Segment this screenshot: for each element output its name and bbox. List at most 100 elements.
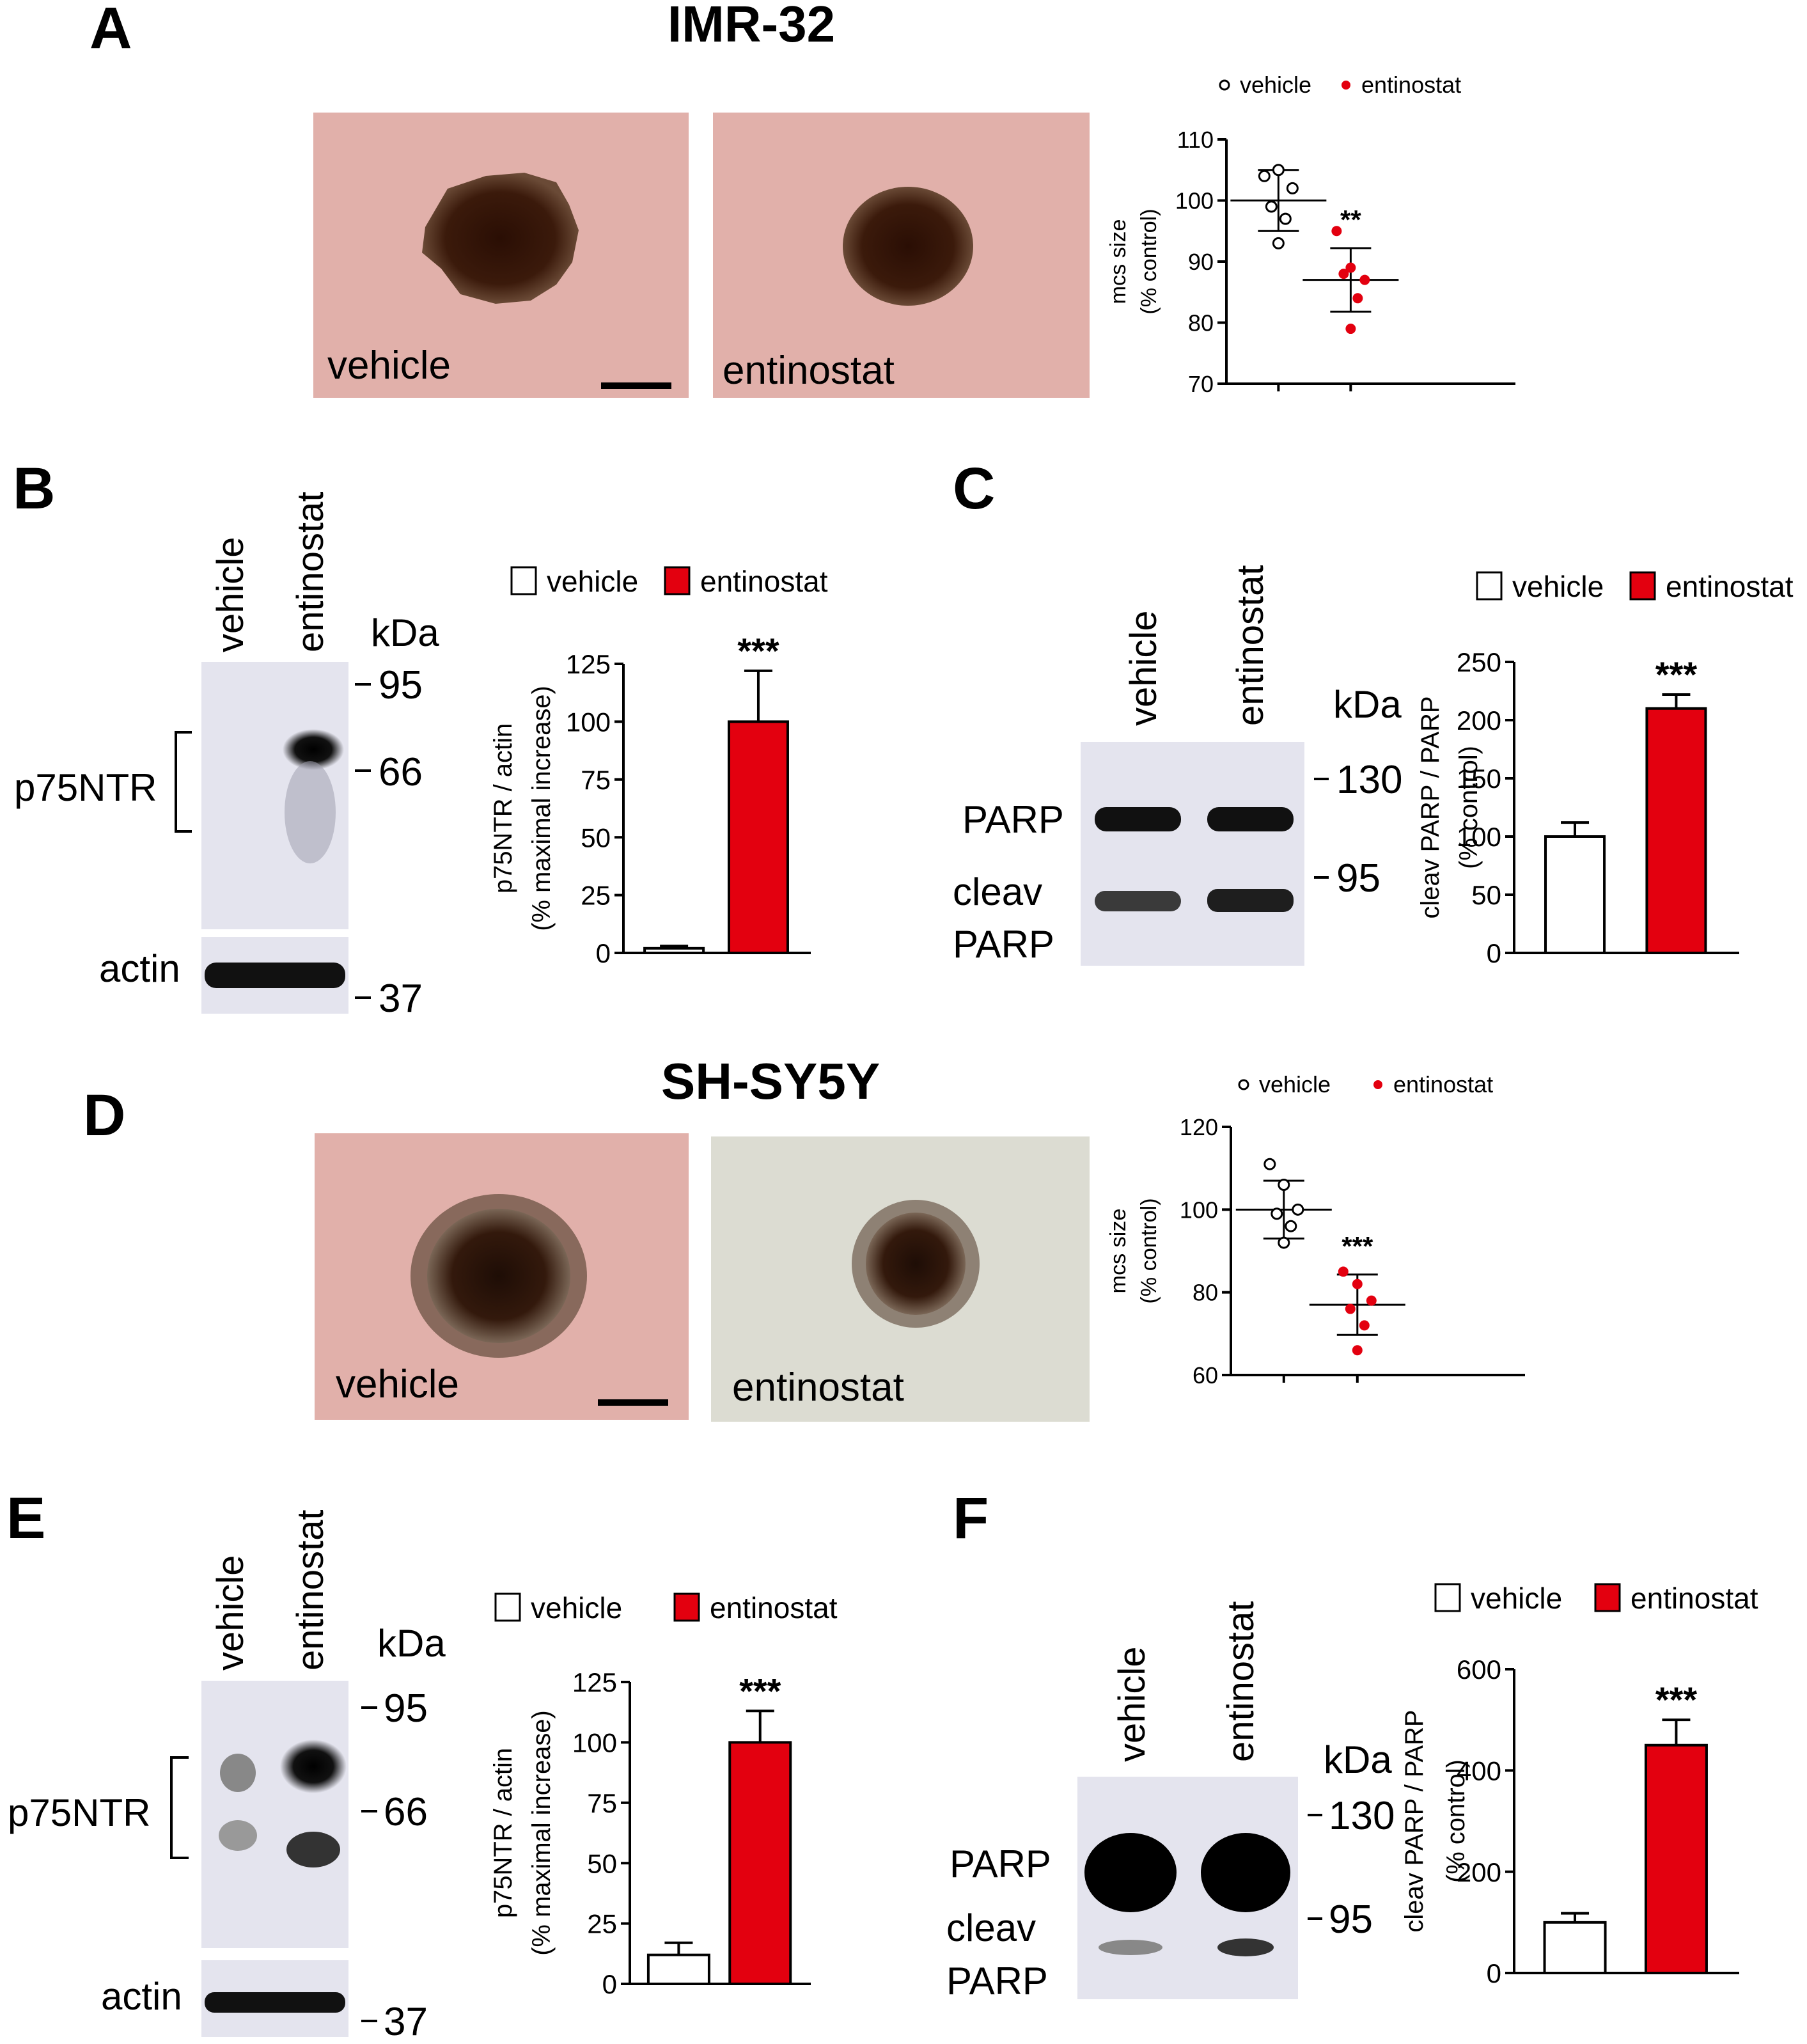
y-tick-label: 110 [1177, 127, 1214, 153]
y-axis-label: (% maximal increase) [528, 686, 556, 931]
y-tick-label: 75 [581, 765, 611, 795]
kda-label: kDa [1324, 1738, 1392, 1781]
band-label-cleav-parp: PARP [946, 1960, 1048, 2002]
panel-d: D SH-SY5Y vehicle entinostat 60 80 100 120 m… [83, 1053, 1525, 1422]
legend-label-vehicle: vehicle [1512, 570, 1604, 603]
legend-label-entinostat: entinostat [700, 565, 828, 598]
chart-a-scatter: 70 80 90 100 110 mcs size (% control) vehicle en… [1106, 72, 1515, 397]
legend-swatch-entinostat [1594, 1583, 1621, 1612]
chart-f-bar: 0 200 400 600 cleav PARP / PARP (% control) ve… [1400, 1582, 1758, 1988]
bar-entinostat [728, 1741, 792, 1985]
y-tick-label: 200 [1457, 705, 1501, 735]
band-label-actin: actin [99, 947, 180, 990]
data-point-entinostat [1345, 262, 1356, 273]
blot-actin [201, 937, 348, 1014]
y-tick-label: 0 [1487, 938, 1501, 968]
photo-label: vehicle [336, 1362, 459, 1406]
marker-66: 66 [379, 750, 423, 794]
y-tick-label: 120 [1180, 1114, 1218, 1140]
actin-band [205, 1992, 345, 2013]
legend-marker-vehicle [1219, 79, 1230, 91]
y-tick-label: 0 [602, 1969, 617, 1999]
lane-label-entinostat: entinostat [1230, 565, 1271, 726]
data-point-vehicle [1258, 169, 1271, 182]
blot-parp [1077, 1777, 1298, 1999]
lane-label-entinostat: entinostat [290, 1509, 331, 1671]
band-label-cleav: cleav [946, 1906, 1036, 1949]
legend-swatch-vehicle [1434, 1583, 1461, 1612]
panel-d-cell-line-title: SH-SY5Y [661, 1053, 880, 1110]
panel-f-letter: F [953, 1486, 989, 1551]
significance-label: *** [1655, 654, 1698, 695]
data-point-vehicle [1272, 237, 1285, 249]
spheroid [422, 173, 579, 304]
spheroid [843, 187, 973, 306]
legend-swatch-vehicle [510, 566, 537, 595]
photo-label: entinostat [723, 349, 895, 393]
data-point-vehicle [1278, 1236, 1290, 1249]
data-point-entinostat [1345, 324, 1356, 334]
panel-f: F vehicle entinostat kDa 130 95 PARP cle… [946, 1486, 1758, 2002]
data-point-entinostat [1352, 293, 1363, 304]
y-tick-label: 80 [1193, 1280, 1218, 1306]
y-tick-label: 0 [596, 938, 611, 968]
y-tick-label: 70 [1188, 371, 1214, 397]
marker-130: 130 [1329, 1794, 1395, 1838]
chart-c-bar: 0 50 100 150 200 250 cleav PARP / PARP (% contr… [1416, 570, 1794, 968]
lane-label-vehicle: vehicle [1111, 1646, 1153, 1762]
lane-label-vehicle: vehicle [210, 537, 251, 652]
legend-label-entinostat: entinostat [1631, 1582, 1758, 1615]
band-label-actin: actin [101, 1975, 182, 2018]
legend-label-vehicle: vehicle [547, 565, 638, 598]
band-label-p75ntr: p75NTR [14, 766, 157, 809]
blot-actin [201, 1960, 348, 2037]
lane-label-vehicle: vehicle [1123, 610, 1164, 726]
data-point-entinostat [1338, 1266, 1349, 1277]
panel-d-letter: D [83, 1083, 125, 1148]
y-tick-label: 90 [1188, 249, 1214, 275]
p75ntr-lower-band-vehicle [219, 1820, 257, 1851]
cleaved-parp-band [1207, 889, 1294, 912]
panel-d-vehicle-photo: vehicle [315, 1133, 689, 1420]
legend-label-entinostat: entinostat [1361, 72, 1461, 98]
p75ntr-band [280, 1740, 347, 1793]
marker-37: 37 [379, 977, 423, 1021]
y-tick-label: 60 [1193, 1362, 1218, 1388]
legend-swatch-entinostat [673, 1592, 700, 1622]
bracket [170, 1756, 189, 1859]
legend-label-vehicle: vehicle [1259, 1071, 1331, 1097]
y-axis-label: (% control) [1455, 746, 1483, 869]
legend-label-vehicle: vehicle [1240, 72, 1311, 98]
legend-label-vehicle: vehicle [1471, 1582, 1562, 1615]
parp-band [1095, 807, 1181, 831]
lane-label-entinostat: entinostat [290, 491, 331, 652]
y-axis-label: (% control) [1442, 1759, 1470, 1883]
band-label-cleav-parp: PARP [953, 923, 1054, 966]
p75ntr-band [283, 729, 344, 770]
y-tick-label: 50 [1471, 880, 1501, 910]
kda-label: kDa [377, 1622, 446, 1665]
blot-parp [1081, 742, 1304, 966]
legend-marker-entinostat [1373, 1080, 1382, 1089]
legend-swatch-entinostat [664, 566, 691, 595]
kda-label: kDa [1333, 683, 1402, 726]
y-tick-label: 100 [572, 1728, 617, 1758]
photo-label: vehicle [327, 343, 451, 388]
scale-bar [598, 1399, 668, 1406]
data-point-vehicle [1286, 182, 1299, 194]
y-tick-label: 100 [1180, 1197, 1218, 1223]
y-tick-label: 25 [581, 881, 611, 911]
bar-entinostat [727, 720, 789, 955]
data-point-entinostat [1352, 1345, 1363, 1356]
y-tick-label: 150 [1457, 764, 1501, 794]
spheroid [866, 1213, 966, 1315]
chart-b-bar: 0 25 50 75 100 125 p75NTR / actin (% maximal in… [489, 565, 828, 968]
actin-band [205, 963, 345, 988]
chart-d-scatter: 60 80 100 120 mcs size (% control) vehicle enti… [1106, 1071, 1525, 1388]
band-label-parp: PARP [950, 1843, 1051, 1885]
data-point-vehicle [1271, 1207, 1283, 1220]
cleaved-parp-band [1217, 1938, 1274, 1956]
significance-label: ** [1340, 205, 1361, 235]
blot-background [201, 1681, 348, 1948]
data-point-vehicle [1285, 1220, 1297, 1232]
